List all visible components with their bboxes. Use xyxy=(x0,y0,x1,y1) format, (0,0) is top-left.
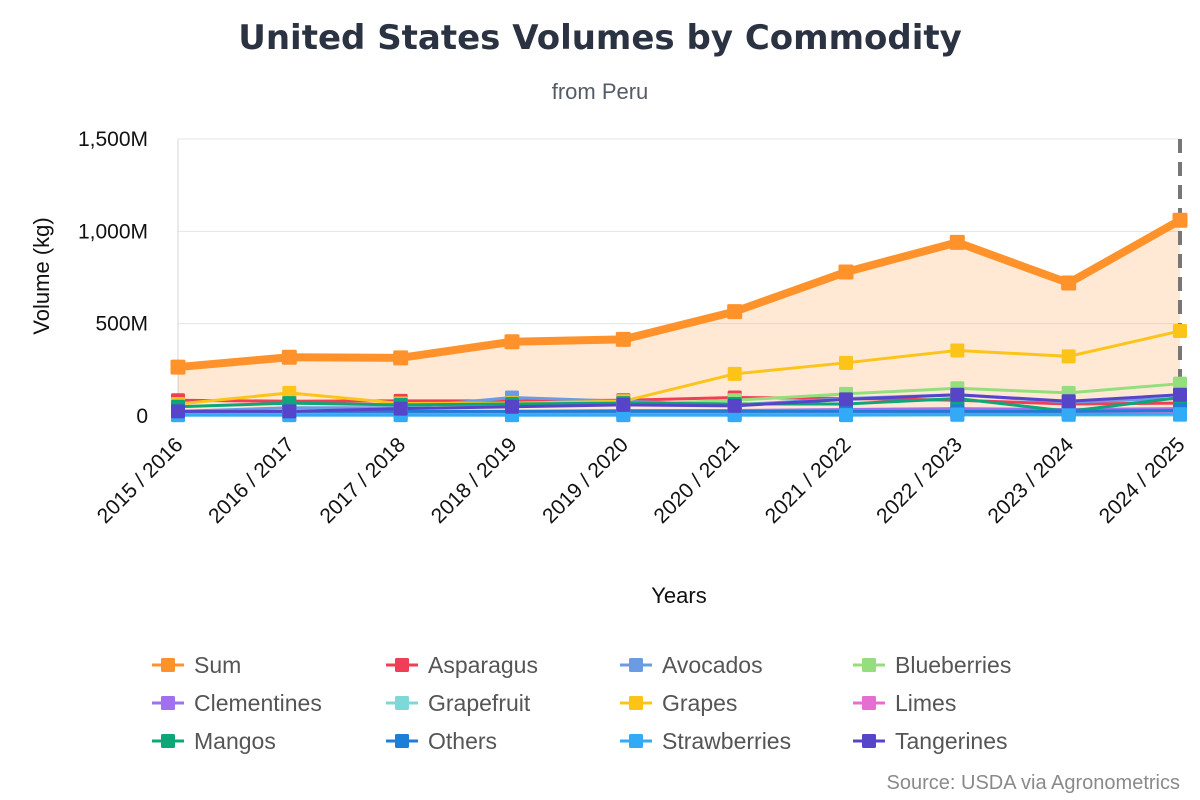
y-tick-label: 1,500M xyxy=(78,128,148,151)
legend-label: Asparagus xyxy=(428,652,538,678)
legend-label: Tangerines xyxy=(895,728,1008,754)
marker-strawberries[interactable] xyxy=(839,408,853,423)
marker-sum[interactable] xyxy=(393,350,409,366)
legend-item-limes[interactable]: Limes xyxy=(853,690,956,716)
legend-item-grapefruit[interactable]: Grapefruit xyxy=(386,690,531,716)
marker-tangerines[interactable] xyxy=(282,404,297,419)
legend-label: Grapes xyxy=(662,690,737,716)
line-tangerines[interactable] xyxy=(176,393,1182,413)
legend-label: Blueberries xyxy=(895,652,1011,678)
legend-symbol-marker xyxy=(395,658,409,672)
line-mangos[interactable] xyxy=(176,396,1182,413)
legend[interactable]: Sum Asparagus Avocados Blueberries Clementin… xyxy=(152,652,1011,754)
legend-item-blueberries[interactable]: Blueberries xyxy=(853,652,1011,678)
area-sum xyxy=(178,220,1180,416)
legend-label: Avocados xyxy=(662,652,763,678)
legend-symbol-marker xyxy=(161,658,175,672)
chart-title: United States Volumes by Commodity xyxy=(238,18,962,58)
marker-tangerines[interactable] xyxy=(616,397,631,412)
marker-strawberries[interactable] xyxy=(1061,407,1076,422)
x-tick-label: 2020 / 2021 xyxy=(649,433,744,528)
marker-sum[interactable] xyxy=(170,359,186,375)
marker-strawberries[interactable] xyxy=(1173,407,1187,422)
marker-sum[interactable] xyxy=(281,349,297,365)
legend-item-others[interactable]: Others xyxy=(386,728,497,754)
marker-tangerines[interactable] xyxy=(1173,387,1187,402)
marker-tangerines[interactable] xyxy=(505,399,519,414)
legend-label: Strawberries xyxy=(662,728,791,754)
y-tick-label: 500M xyxy=(95,313,148,336)
line-asparagus[interactable] xyxy=(176,396,1182,406)
y-axis-title: Volume (kg) xyxy=(29,217,54,334)
marker-tangerines[interactable] xyxy=(839,392,853,407)
marker-tangerines[interactable] xyxy=(171,404,185,419)
series-markers[interactable] xyxy=(170,212,1188,423)
legend-label: Limes xyxy=(895,690,956,716)
line-sum[interactable] xyxy=(174,216,1184,372)
x-tick-label: 2015 / 2016 xyxy=(93,433,188,528)
marker-grapes[interactable] xyxy=(839,355,853,370)
legend-symbol-marker xyxy=(161,734,175,748)
marker-grapes[interactable] xyxy=(1061,349,1076,364)
marker-tangerines[interactable] xyxy=(393,401,408,416)
legend-symbol-marker xyxy=(395,734,409,748)
areas xyxy=(178,220,1180,416)
legend-label: Mangos xyxy=(194,728,276,754)
line-grapes[interactable] xyxy=(176,329,1182,406)
legend-symbol-marker xyxy=(629,696,643,710)
series-lines[interactable] xyxy=(174,216,1184,417)
marker-grapes[interactable] xyxy=(727,366,742,381)
marker-sum[interactable] xyxy=(1172,212,1188,228)
line-strawberries[interactable] xyxy=(176,412,1182,417)
marker-grapes[interactable] xyxy=(1173,324,1187,339)
legend-item-sum[interactable]: Sum xyxy=(152,652,241,678)
marker-sum[interactable] xyxy=(1061,275,1077,291)
legend-symbol-marker xyxy=(161,696,175,710)
marker-grapes[interactable] xyxy=(950,343,965,358)
x-tick-label: 2022 / 2023 xyxy=(872,433,967,528)
chart-subtitle: from Peru xyxy=(552,79,649,104)
legend-item-mangos[interactable]: Mangos xyxy=(152,728,276,754)
legend-item-avocados[interactable]: Avocados xyxy=(620,652,763,678)
marker-blueberries[interactable] xyxy=(1173,376,1187,391)
legend-item-clementines[interactable]: Clementines xyxy=(152,690,322,716)
y-axis-ticks: 0 500M 1,000M 1,500M xyxy=(78,128,148,428)
legend-symbol-marker xyxy=(629,734,643,748)
legend-symbol-marker xyxy=(395,696,409,710)
legend-symbol-marker xyxy=(862,658,876,672)
marker-tangerines[interactable] xyxy=(727,398,742,413)
y-tick-label: 0 xyxy=(136,405,148,428)
legend-label: Clementines xyxy=(194,690,322,716)
x-tick-label: 2018 / 2019 xyxy=(427,433,522,528)
marker-sum[interactable] xyxy=(949,234,965,250)
x-axis-ticks: 2015 / 2016 2016 / 2017 2017 / 2018 2018 / … xyxy=(93,433,1190,528)
x-axis-title: Years xyxy=(651,583,706,608)
marker-sum[interactable] xyxy=(838,264,854,280)
marker-strawberries[interactable] xyxy=(950,407,965,422)
x-tick-label: 2021 / 2022 xyxy=(761,433,856,528)
x-tick-label: 2024 / 2025 xyxy=(1095,433,1190,528)
legend-symbol-marker xyxy=(629,658,643,672)
legend-label: Sum xyxy=(194,652,241,678)
marker-tangerines[interactable] xyxy=(1061,394,1076,409)
legend-label: Others xyxy=(428,728,497,754)
marker-sum[interactable] xyxy=(615,331,631,347)
credits[interactable]: Source: USDA via Agronometrics xyxy=(887,772,1180,794)
x-tick-label: 2017 / 2018 xyxy=(315,433,410,528)
legend-item-strawberries[interactable]: Strawberries xyxy=(620,728,791,754)
x-tick-label: 2023 / 2024 xyxy=(983,433,1078,528)
legend-label: Grapefruit xyxy=(428,690,531,716)
legend-item-tangerines[interactable]: Tangerines xyxy=(853,728,1008,754)
x-tick-label: 2019 / 2020 xyxy=(538,433,633,528)
legend-symbol-marker xyxy=(862,696,876,710)
legend-item-grapes[interactable]: Grapes xyxy=(620,690,737,716)
marker-tangerines[interactable] xyxy=(950,387,965,402)
legend-symbol-marker xyxy=(862,734,876,748)
y-tick-label: 1,000M xyxy=(78,220,148,243)
marker-sum[interactable] xyxy=(504,334,520,350)
x-tick-label: 2016 / 2017 xyxy=(204,433,299,528)
marker-sum[interactable] xyxy=(727,304,743,320)
legend-item-asparagus[interactable]: Asparagus xyxy=(386,652,538,678)
